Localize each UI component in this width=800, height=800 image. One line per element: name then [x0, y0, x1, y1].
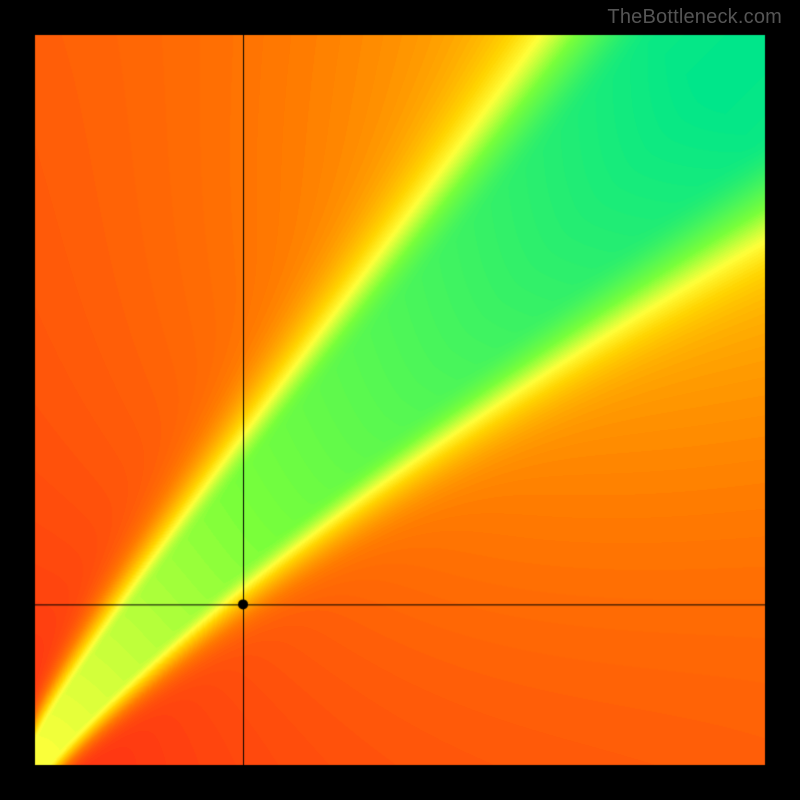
heatmap-canvas: [0, 0, 800, 800]
chart-container: TheBottleneck.com: [0, 0, 800, 800]
watermark-text: TheBottleneck.com: [607, 6, 782, 29]
